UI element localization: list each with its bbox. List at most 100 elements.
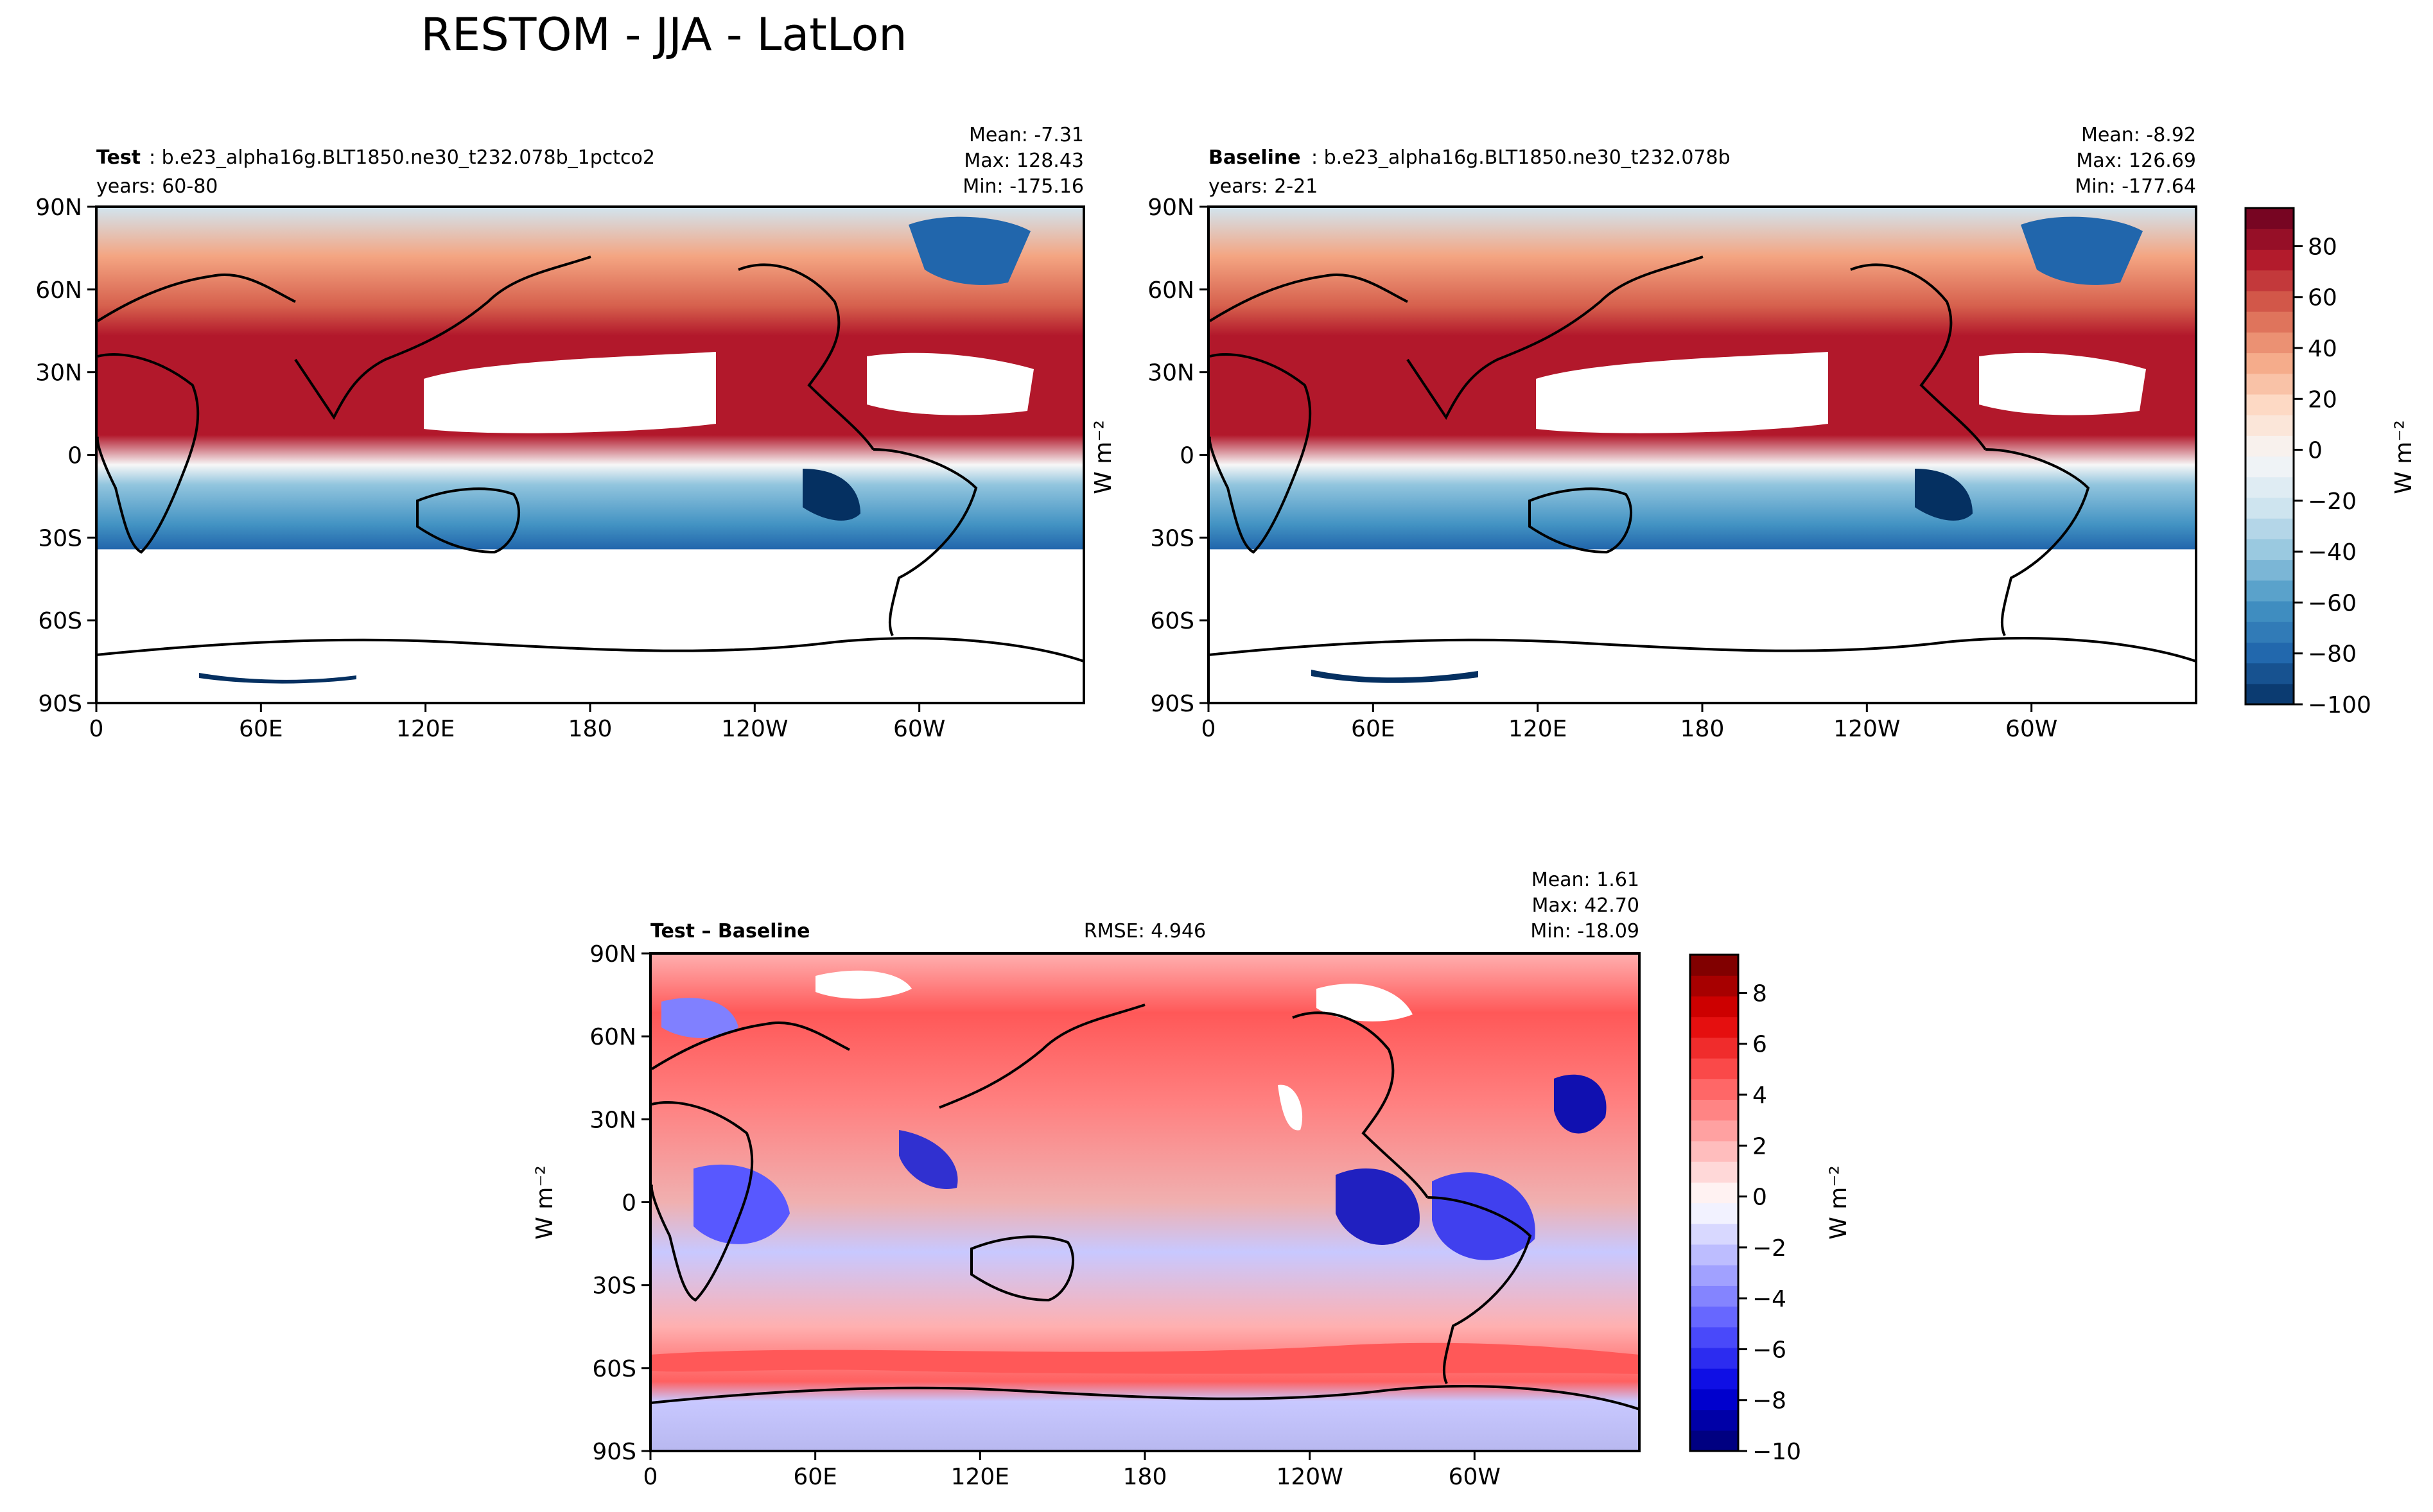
diff-mask-canada	[1316, 984, 1413, 1021]
diff-rmse: RMSE: 4.946	[1084, 920, 1206, 943]
diff-label: Test – Baseline	[650, 920, 810, 943]
diff-colorbar-tick-label: −10	[1752, 1439, 1801, 1465]
baseline-x-tick-label: 0	[1201, 716, 1216, 742]
baseline-se-pacific	[1915, 469, 1973, 521]
main-colorbar-band	[2246, 229, 2294, 250]
diff-colorbar-band	[1690, 1223, 1738, 1245]
main-colorbar-band	[2246, 539, 2294, 560]
baseline-mean: Mean: -8.92	[2081, 124, 2196, 146]
main-colorbar-tick-label: −20	[2308, 489, 2357, 515]
main-colorbar-band	[2246, 352, 2294, 374]
test-label-bold: Test	[96, 146, 141, 169]
diff-colorbar-band	[1690, 1409, 1738, 1431]
diff-colorbar-band	[1690, 1244, 1738, 1265]
main-colorbar-band	[2246, 476, 2294, 498]
test-min: Min: -175.16	[963, 175, 1084, 198]
diff-x-tick-label: 120E	[951, 1464, 1009, 1490]
main-colorbar-band	[2246, 249, 2294, 271]
diff-blue-africa	[693, 1164, 790, 1244]
main-colorbar-band	[2246, 642, 2294, 664]
diff-colorbar-band	[1690, 975, 1738, 997]
diff-coast-antarctica	[650, 1385, 1640, 1411]
baseline-coast-antarctica	[1208, 637, 2197, 663]
test-x-tick-label: 120E	[396, 716, 455, 742]
main-colorbar-band	[2246, 580, 2294, 602]
main-colorbar-band	[2246, 497, 2294, 519]
diff-colorbar-band	[1690, 1140, 1738, 1162]
test-x-tick-label: 60E	[239, 716, 283, 742]
main-colorbar-band	[2246, 332, 2294, 354]
main-colorbar-band	[2246, 435, 2294, 457]
test-y-tick-label: 90N	[35, 195, 82, 221]
baseline-coast-asia	[1497, 256, 1704, 361]
test-coast-namerica	[738, 263, 875, 451]
baseline-label-rest: : b.e23_alpha16g.BLT1850.ne30_t232.078b	[1311, 146, 1731, 169]
diff-mean: Mean: 1.61	[1531, 869, 1639, 891]
baseline-y-tick-label: 90S	[1150, 691, 1194, 717]
diff-coast-samerica	[1427, 1196, 1532, 1384]
diff-colorbar-band	[1690, 1099, 1738, 1121]
baseline-panel: Baseline : b.e23_alpha16g.BLT1850.ne30_t…	[1090, 124, 2197, 742]
diff-colorbar-frame	[1689, 953, 1740, 1452]
diff-coast-australia	[970, 1235, 1074, 1302]
diff-y-tick-label: 60N	[589, 1024, 636, 1050]
main-colorbar-tick-label: −80	[2308, 641, 2357, 668]
diff-colorbar: 8 6 4 2 0 −2 −4 −6 −8 −10 W m⁻²	[1689, 953, 1852, 1465]
diff-y-tick-label: 90N	[589, 941, 636, 968]
diff-colorbar-tick-label: −8	[1752, 1388, 1786, 1414]
diff-coast-namerica	[1292, 1011, 1429, 1199]
diff-colorbar-band	[1690, 1037, 1738, 1059]
test-antarctica-band	[199, 673, 356, 684]
main-colorbar-band	[2246, 518, 2294, 539]
main-colorbar-band	[2246, 456, 2294, 478]
diff-y-tick-label: 30S	[592, 1273, 636, 1299]
baseline-y-tick-label: 60N	[1147, 277, 1194, 304]
diff-mask-npacific	[1278, 1084, 1303, 1131]
main-colorbar-band	[2246, 663, 2294, 684]
diff-max: Max: 42.70	[1531, 894, 1639, 917]
main-colorbar: 80 60 40 20 0 −20 −40 −60 −80 −100 W m⁻²	[2244, 207, 2417, 718]
diff-colorbar-band	[1690, 1016, 1738, 1038]
main-colorbar-band	[2246, 600, 2294, 622]
diff-blue-amazon	[1432, 1172, 1535, 1260]
diff-blue-epacific	[1336, 1168, 1420, 1245]
main-colorbar-tick-label: 0	[2308, 438, 2323, 464]
main-colorbar-tick-label: −100	[2308, 692, 2371, 718]
main-colorbar-bands	[2246, 208, 2294, 705]
baseline-y-ticks: 90N 60N 30N 0 30S 60S 90S	[1147, 195, 1208, 717]
baseline-y-tick-label: 30N	[1147, 360, 1194, 387]
test-x-ticks: 0 60E 120E 180 120W 60W	[89, 703, 945, 742]
diff-y-tick-label: 60S	[592, 1356, 636, 1382]
diff-blue-natlantic	[1554, 1074, 1607, 1134]
diff-colorbar-tick-label: 0	[1752, 1185, 1767, 1211]
diff-y-tick-label: 30N	[589, 1107, 636, 1133]
baseline-field	[1208, 207, 2196, 703]
test-y-tick-label: 30N	[35, 360, 82, 387]
main-colorbar-tick-label: 20	[2308, 387, 2337, 413]
baseline-coast-europe	[1208, 274, 1408, 322]
test-pacific-high	[424, 352, 716, 433]
test-y-tick-label: 30S	[38, 525, 82, 552]
diff-colorbar-band	[1690, 1120, 1738, 1142]
test-map	[95, 205, 1085, 704]
main-colorbar-label: W m⁻²	[2391, 420, 2417, 494]
main-colorbar-band	[2246, 373, 2294, 395]
baseline-x-tick-label: 180	[1680, 716, 1725, 742]
diff-map	[649, 952, 1641, 1452]
diff-colorbar-band	[1690, 1347, 1738, 1369]
test-y-tick-label: 60N	[35, 277, 82, 304]
diff-y-tick-label: 90S	[592, 1439, 636, 1465]
test-coast-asia	[385, 256, 591, 361]
test-max: Max: 128.43	[964, 150, 1084, 172]
baseline-label-bold: Baseline	[1208, 146, 1301, 169]
baseline-greenland	[2021, 216, 2143, 285]
main-colorbar-tick-label: 80	[2308, 234, 2337, 260]
test-y-tick-label: 60S	[38, 608, 82, 634]
test-se-pacific	[803, 469, 860, 521]
test-years: years: 60-80	[96, 175, 218, 198]
test-coast-australia	[416, 487, 520, 554]
diff-colorbar-label: W m⁻²	[1826, 1165, 1852, 1240]
main-colorbar-ticks: 80 60 40 20 0 −20 −40 −60 −80 −100	[2294, 234, 2371, 718]
baseline-y-tick-label: 90N	[1147, 195, 1194, 221]
test-x-tick-label: 0	[89, 716, 104, 742]
